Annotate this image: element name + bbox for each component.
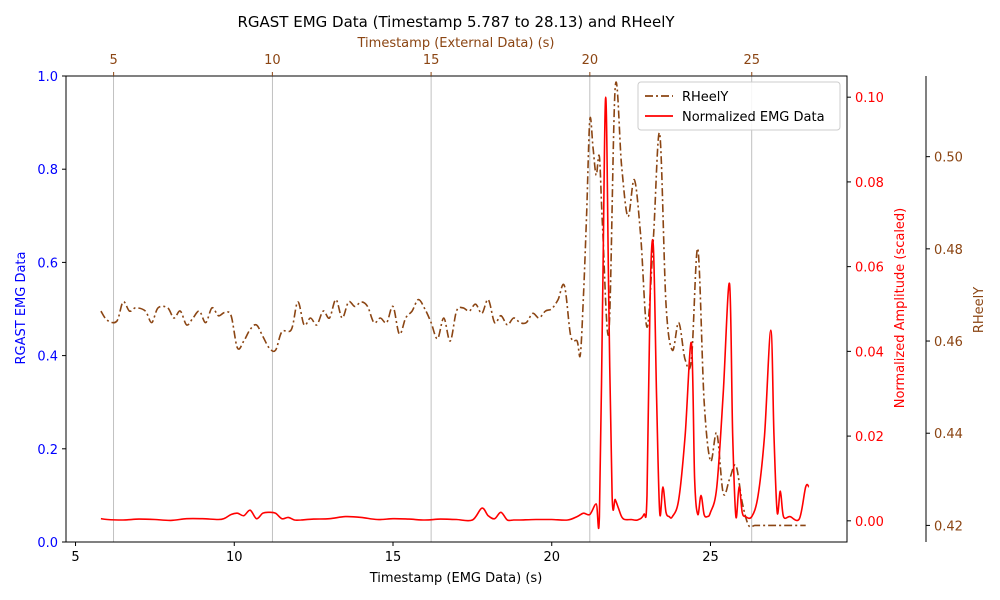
- left-y-tick-label: 1.0: [37, 70, 58, 85]
- far-right-y-axis-label: RHeelY: [972, 287, 987, 333]
- left-y-tick-label: 0.6: [37, 256, 58, 271]
- left-y-tick-label: 0.0: [37, 536, 58, 551]
- legend-rheely-label: RHeelY: [682, 90, 728, 105]
- left-y-tick-label: 0.2: [37, 443, 58, 458]
- emg-line: [100, 96, 810, 529]
- far-right-y-tick-label: 0.50: [934, 151, 963, 166]
- emg-series-group: [100, 96, 810, 529]
- grid-lines: [113, 76, 753, 542]
- left-y-tick-label: 0.4: [37, 350, 58, 365]
- right-y-tick-label: 0.10: [855, 91, 884, 106]
- right-y-tick-label: 0.00: [855, 515, 884, 530]
- top-x-tick-label: 10: [264, 53, 281, 68]
- plot-frame: [65, 75, 848, 543]
- legend-emg-label: Normalized EMG Data: [682, 110, 825, 125]
- left-y-tick-label: 0.8: [37, 163, 58, 178]
- right-y-tick-label: 0.08: [855, 176, 884, 191]
- x-tick-label: 25: [702, 550, 719, 565]
- rheely-line: [100, 81, 806, 528]
- legend-box: [637, 81, 841, 131]
- far-right-y-tick-label: 0.44: [934, 427, 963, 442]
- x-tick-label: 15: [385, 550, 402, 565]
- x-tick-label: 20: [543, 550, 560, 565]
- x-axis-label: Timestamp (EMG Data) (s): [369, 571, 543, 586]
- far-right-y-tick-label: 0.42: [934, 519, 963, 534]
- right-y-tick-label: 0.02: [855, 430, 884, 445]
- top-x-tick-label: 25: [743, 53, 760, 68]
- rheely-series-group: [100, 81, 806, 528]
- left-y-axis-label: RGAST EMG Data: [14, 251, 29, 364]
- top-x-tick-label: 20: [582, 53, 599, 68]
- right-y-tick-label: 0.04: [855, 345, 884, 360]
- x-tick-label: 5: [71, 550, 79, 565]
- x-tick-label: 10: [226, 550, 243, 565]
- right-y-tick-label: 0.06: [855, 261, 884, 276]
- right-y-axis-label: Normalized Amplitude (scaled): [893, 208, 908, 409]
- legend: RHeelY Normalized EMG Data: [637, 81, 841, 131]
- top-x-tick-label: 15: [423, 53, 440, 68]
- chart-title: RGAST EMG Data (Timestamp 5.787 to 28.13…: [237, 13, 675, 31]
- far-right-y-tick-label: 0.46: [934, 335, 963, 350]
- top-x-tick-label: 5: [109, 53, 117, 68]
- axes-group: 5 10 15 20 25 5 10 15 20 25 0.0 0.2 0.4 0.6 0.8 1.0 0.00…: [37, 53, 963, 565]
- top-x-axis-label: Timestamp (External Data) (s): [357, 36, 555, 51]
- far-right-y-tick-label: 0.48: [934, 243, 963, 258]
